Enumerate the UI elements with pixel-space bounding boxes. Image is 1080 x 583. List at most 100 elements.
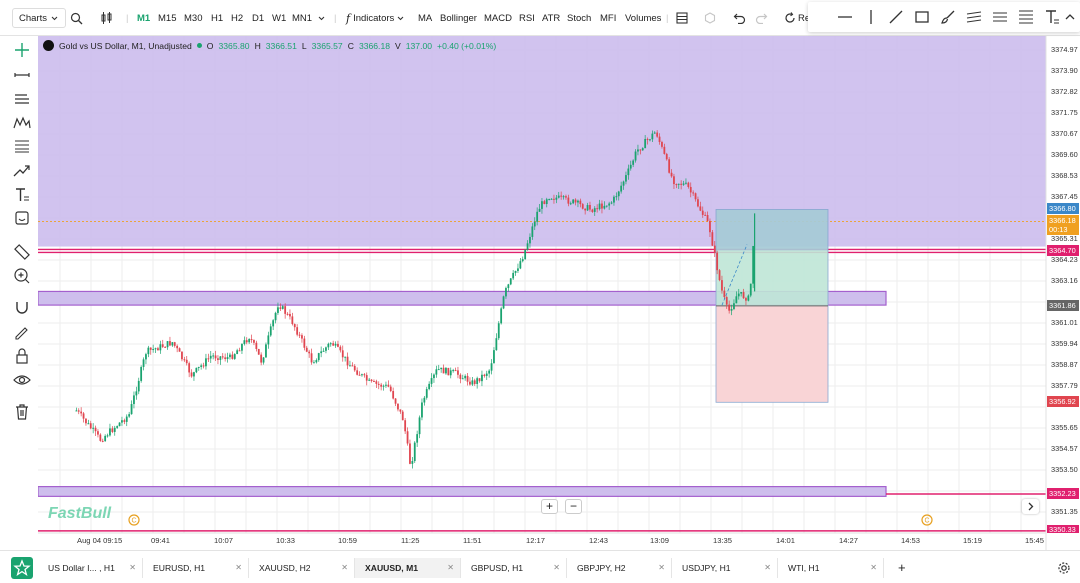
candle	[363, 374, 366, 376]
candle	[301, 335, 303, 339]
timeframe-m30[interactable]: M30	[184, 12, 203, 24]
candle	[478, 378, 481, 382]
pitchfork-tool[interactable]	[965, 8, 983, 26]
close-icon[interactable]: ✕	[553, 563, 560, 572]
close-icon[interactable]: ✕	[235, 563, 242, 572]
undo-button[interactable]	[733, 0, 746, 36]
search-button[interactable]	[70, 0, 83, 36]
close-icon[interactable]: ✕	[447, 563, 454, 572]
close-icon[interactable]: ✕	[129, 563, 136, 572]
candle	[461, 378, 464, 380]
indicator-macd[interactable]: MACD	[484, 12, 512, 24]
layout-icon	[676, 12, 688, 24]
snapshot-button[interactable]	[704, 0, 716, 36]
favorites-button[interactable]	[11, 557, 33, 579]
magnet-tool[interactable]	[12, 298, 32, 318]
chevron-down-icon	[318, 16, 325, 20]
charts-dropdown[interactable]: Charts	[12, 8, 66, 28]
channel-tool[interactable]	[12, 89, 32, 109]
crosshair-tool[interactable]	[12, 40, 32, 60]
rectangle-tool[interactable]	[913, 8, 931, 26]
candle	[447, 367, 450, 376]
close-icon[interactable]: ✕	[870, 563, 877, 572]
candle	[668, 159, 671, 173]
chart-tab[interactable]: USDJPY, H1 ✕	[672, 558, 778, 578]
fibonacci-tool[interactable]	[1017, 8, 1035, 26]
candle	[219, 356, 222, 360]
redo-button[interactable]	[755, 0, 768, 36]
candle	[723, 290, 726, 298]
timeframe-h2[interactable]: H2	[231, 12, 244, 24]
layout-button[interactable]	[676, 0, 688, 36]
reset-button[interactable]: Re	[784, 0, 810, 36]
indicators-button[interactable]: f Indicators	[346, 0, 405, 36]
chart-tab[interactable]: WTI, H1 ✕	[778, 558, 884, 578]
indicator-bollinger[interactable]: Bollinger	[440, 12, 477, 24]
zoom-out-button[interactable]: −	[565, 499, 582, 514]
fib-tool[interactable]	[12, 136, 32, 156]
scroll-right-button[interactable]	[1022, 499, 1039, 514]
price-label: 3361.01	[1051, 318, 1078, 327]
timeframe-w1[interactable]: W1	[272, 12, 287, 24]
settings-button[interactable]	[1057, 561, 1071, 577]
brush-tool[interactable]	[939, 8, 957, 26]
vertical-line-tool[interactable]	[862, 8, 880, 26]
ruler-tool[interactable]	[12, 242, 32, 262]
line-tool[interactable]	[12, 65, 32, 85]
close-icon[interactable]: ✕	[764, 563, 771, 572]
zoom-in-button[interactable]: +	[541, 499, 558, 514]
candle	[562, 196, 565, 198]
candle	[195, 367, 198, 373]
collapse-toolbar-button[interactable]	[1063, 8, 1080, 26]
text-tool[interactable]	[1043, 8, 1061, 26]
legend-volume-label: V	[395, 40, 401, 51]
time-label: Aug 04 09:15	[77, 536, 123, 545]
chart-tab[interactable]: US Dollar I... , H1 ✕	[38, 558, 143, 578]
indicator-stoch[interactable]: Stoch	[567, 12, 592, 24]
candle	[572, 199, 575, 204]
close-icon[interactable]: ✕	[658, 563, 665, 572]
search-icon	[70, 12, 83, 24]
candle	[327, 343, 330, 348]
horizontal-line-tool[interactable]	[836, 8, 854, 26]
timeframe-h1[interactable]: H1	[211, 12, 224, 24]
parallel-channel-tool[interactable]	[991, 8, 1009, 26]
chart-tab[interactable]: GBPUSD, H1 ✕	[461, 558, 567, 578]
trend-tool[interactable]	[12, 161, 32, 181]
timeframe-d1[interactable]: D1	[252, 12, 265, 24]
chart-tab[interactable]: EURUSD, H1 ✕	[143, 558, 249, 578]
candle	[164, 346, 167, 348]
pattern-tool[interactable]	[12, 113, 32, 133]
candle	[207, 358, 210, 360]
candle	[704, 214, 707, 216]
chart-tab-active[interactable]: XAUUSD, M1 ✕	[355, 558, 461, 578]
trend-line-tool[interactable]	[887, 8, 905, 26]
text-annotation-tool[interactable]	[12, 185, 32, 205]
add-tab-button[interactable]: +	[888, 558, 912, 578]
timeframe-mn1[interactable]: MN1	[292, 12, 313, 24]
chart-tab[interactable]: GBPJPY, H2 ✕	[567, 558, 672, 578]
zoom-tool[interactable]	[12, 266, 32, 286]
indicator-rsi[interactable]: RSI	[519, 12, 535, 24]
indicator-ma[interactable]: MA	[418, 12, 433, 24]
fib-icon	[15, 140, 29, 153]
chart-tab[interactable]: XAUUSD, H2 ✕	[249, 558, 355, 578]
timeframe-m1[interactable]: M1	[137, 12, 151, 24]
indicator-volumes[interactable]: Volumes	[625, 12, 662, 24]
drawing-mode-tool[interactable]	[12, 322, 32, 342]
chart-type-button[interactable]	[100, 0, 113, 36]
visibility-tool[interactable]	[12, 370, 32, 390]
indicator-mfi[interactable]: MFI	[600, 12, 617, 24]
zoom-in-label: +	[545, 499, 553, 513]
emoji-tool[interactable]	[12, 208, 32, 228]
timeframe-more-button[interactable]	[317, 0, 326, 36]
close-icon[interactable]: ✕	[341, 563, 348, 572]
candle	[152, 349, 155, 351]
lock-tool[interactable]	[12, 346, 32, 366]
time-label: 14:27	[839, 536, 859, 545]
indicator-atr[interactable]: ATR	[542, 12, 561, 24]
timeframe-m15[interactable]: M15	[158, 12, 177, 24]
delete-drawings-tool[interactable]	[12, 402, 32, 422]
legend-high: 3366.51	[265, 40, 297, 51]
